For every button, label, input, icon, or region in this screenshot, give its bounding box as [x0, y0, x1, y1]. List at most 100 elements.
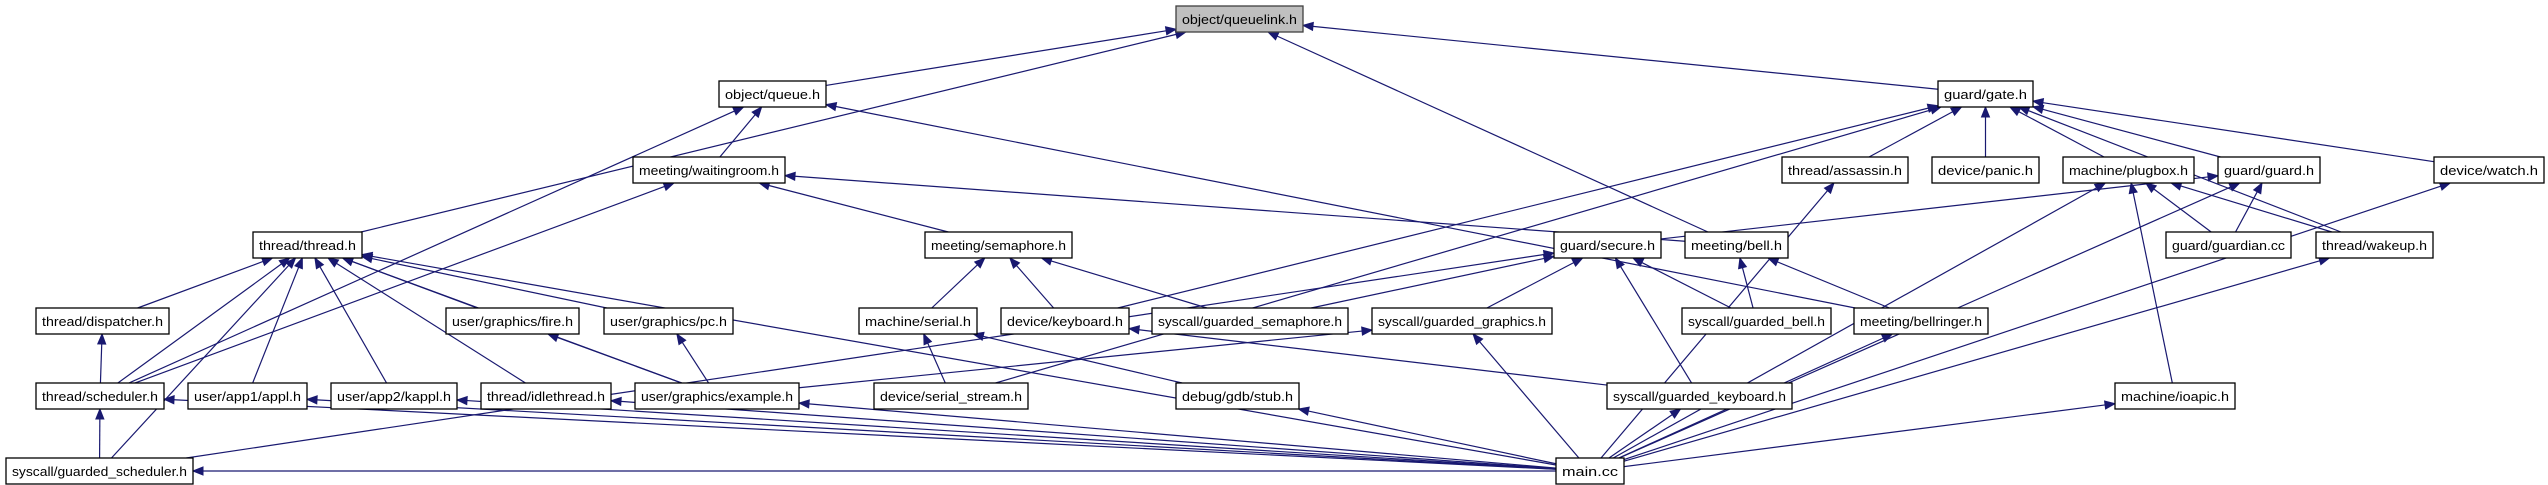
- arrowhead-icon: [797, 399, 810, 409]
- edge-semaphore-to-waitingroom: [757, 181, 949, 233]
- edge-panic-to-gate: [1980, 105, 1991, 157]
- node-bellringer[interactable]: meeting/bellringer.h: [1853, 307, 1989, 335]
- edge-secure-to-guard: [1660, 172, 2220, 240]
- node-gsched[interactable]: syscall/guarded_scheduler.h: [5, 457, 194, 485]
- edge-line: [1117, 107, 1929, 309]
- node-assassin[interactable]: thread/assassin.h: [1781, 156, 1909, 184]
- node-gsem[interactable]: syscall/guarded_semaphore.h: [1151, 307, 1349, 335]
- edge-line: [1312, 25, 1939, 90]
- node-box: [718, 80, 827, 108]
- arrowhead-icon: [1361, 326, 1374, 336]
- node-wakeup[interactable]: thread/wakeup.h: [2315, 231, 2434, 259]
- node-pc[interactable]: user/graphics/pc.h: [603, 307, 734, 335]
- edge-line: [1620, 266, 1693, 384]
- edge-thread-to-queuelink: [360, 29, 1188, 233]
- node-box: [187, 382, 308, 410]
- arrowhead-icon: [662, 182, 676, 192]
- node-label: machine/serial.h: [865, 314, 971, 329]
- node-gkbd[interactable]: syscall/guarded_keyboard.h: [1606, 382, 1793, 410]
- edge-scheduler-to-waitingroom: [134, 182, 676, 384]
- node-thread[interactable]: thread/thread.h: [252, 231, 363, 259]
- node-semaphore[interactable]: meeting/semaphore.h: [924, 231, 1073, 259]
- edge-line: [336, 262, 526, 384]
- edge-line: [808, 403, 1557, 469]
- node-label: guard/guardian.cc: [2172, 238, 2286, 253]
- node-label: device/panic.h: [1938, 163, 2033, 178]
- node-example[interactable]: user/graphics/example.h: [634, 382, 800, 410]
- arrowhead-icon: [1266, 31, 1280, 41]
- edge-gsem-to-semaphore: [1040, 256, 1208, 309]
- node-queuelink[interactable]: object/queuelink.h: [1175, 5, 1304, 33]
- node-sstream[interactable]: device/serial_stream.h: [873, 382, 1029, 410]
- nodes-layer: object/queuelink.h object/queue.h guard/ga…: [5, 5, 2545, 485]
- edge-line: [825, 30, 1167, 87]
- edge-ggfx-to-secure: [1486, 257, 1584, 309]
- arrowhead-icon: [1008, 256, 1021, 270]
- node-queue[interactable]: object/queue.h: [718, 80, 827, 108]
- arrowhead-icon: [1571, 257, 1584, 268]
- arrowhead-icon: [546, 333, 560, 343]
- arrowhead-icon: [95, 407, 105, 420]
- node-guardian[interactable]: guard/guardian.cc: [2165, 231, 2292, 259]
- edge-main-to-scheduler: [162, 395, 1557, 470]
- arrowhead-icon: [923, 332, 933, 346]
- node-box: [632, 156, 786, 184]
- node-label: debug/gdb/stub.h: [1182, 389, 1293, 404]
- node-appl[interactable]: user/app1/appl.h: [187, 382, 308, 410]
- node-label: meeting/bell.h: [1691, 238, 1782, 253]
- node-box: [1151, 307, 1349, 335]
- edge-line: [2153, 188, 2212, 233]
- node-fire[interactable]: user/graphics/fire.h: [445, 307, 580, 335]
- node-keyboard[interactable]: device/keyboard.h: [1000, 307, 1130, 335]
- edge-scheduler-to-dispatcher: [96, 332, 107, 384]
- arrowhead-icon: [2093, 182, 2107, 193]
- node-gbell[interactable]: syscall/guarded_bell.h: [1681, 307, 1832, 335]
- edge-main-to-wakeup: [1623, 256, 2331, 462]
- edge-ioapic-to-plugbox: [2128, 181, 2173, 384]
- edge-example-to-ggfx: [798, 326, 1374, 389]
- edge-line: [1050, 260, 1208, 309]
- arrowhead-icon: [314, 256, 325, 270]
- node-label: user/graphics/pc.h: [610, 314, 727, 329]
- edge-line: [931, 264, 978, 309]
- node-guard[interactable]: guard/guard.h: [2217, 156, 2321, 184]
- edge-idle-to-thread: [326, 257, 526, 384]
- node-panic[interactable]: device/panic.h: [1931, 156, 2040, 184]
- node-box: [330, 382, 458, 410]
- arrowhead-icon: [2031, 104, 2045, 115]
- node-box: [1781, 156, 1909, 184]
- node-plugbox[interactable]: machine/plugbox.h: [2062, 156, 2195, 184]
- node-bell[interactable]: meeting/bell.h: [1684, 231, 1789, 259]
- node-stub[interactable]: debug/gdb/stub.h: [1175, 382, 1300, 410]
- edge-bellringer-to-queue: [824, 101, 1856, 309]
- node-idle[interactable]: thread/idlethread.h: [480, 382, 612, 410]
- node-gate[interactable]: guard/gate.h: [1937, 80, 2034, 108]
- arrowhead-icon: [2031, 98, 2045, 108]
- edge-bell-to-waitingroom: [783, 171, 1686, 242]
- node-kappl[interactable]: user/app2/kappl.h: [330, 382, 458, 410]
- node-label: thread/thread.h: [259, 238, 356, 253]
- node-watch[interactable]: device/watch.h: [2433, 156, 2545, 184]
- edge-line: [117, 263, 282, 384]
- node-box: [1937, 80, 2034, 108]
- node-scheduler[interactable]: thread/scheduler.h: [35, 382, 165, 410]
- node-ggfx[interactable]: syscall/guarded_graphics.h: [1371, 307, 1553, 335]
- node-label: thread/dispatcher.h: [42, 314, 163, 329]
- node-secure[interactable]: guard/secure.h: [1553, 231, 1662, 259]
- arrowhead-icon: [2103, 400, 2117, 410]
- node-waitingroom[interactable]: meeting/waitingroom.h: [632, 156, 786, 184]
- edge-line: [1741, 267, 1754, 309]
- edge-gsched-to-thread: [111, 257, 297, 459]
- node-main[interactable]: main.cc: [1555, 457, 1625, 485]
- node-dispatcher[interactable]: thread/dispatcher.h: [35, 307, 170, 335]
- node-ioapic[interactable]: machine/ioapic.h: [2114, 382, 2236, 410]
- arrowhead-icon: [732, 106, 745, 116]
- edge-gate-to-queuelink: [1301, 21, 1939, 90]
- edge-line: [2018, 111, 2105, 158]
- arrowhead-icon: [973, 257, 986, 269]
- arrowhead-icon: [1301, 21, 1314, 32]
- edge-line: [137, 260, 264, 309]
- edge-line: [252, 267, 300, 384]
- node-serial[interactable]: machine/serial.h: [858, 307, 978, 335]
- arrowhead-icon: [1614, 256, 1625, 270]
